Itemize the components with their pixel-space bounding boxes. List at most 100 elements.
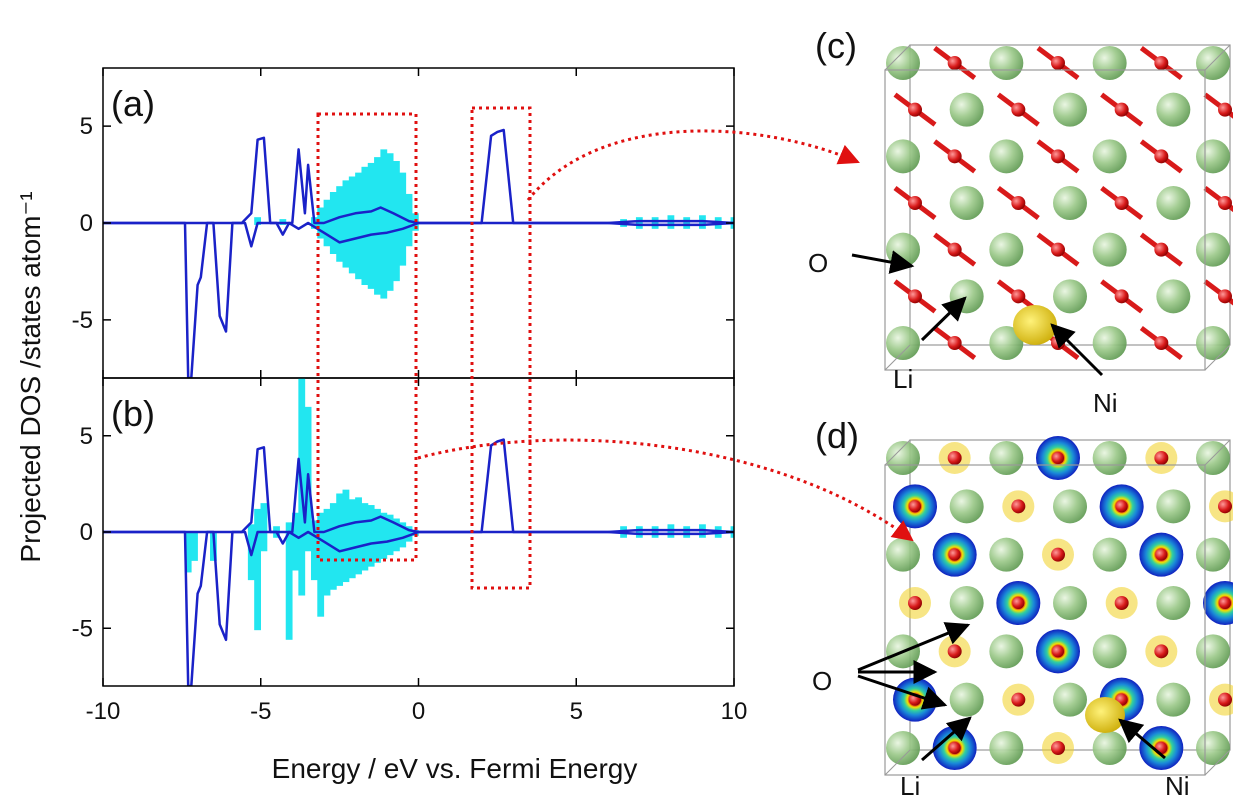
dos-bar	[393, 161, 400, 223]
o-atom	[1011, 102, 1026, 117]
o-atom	[1052, 645, 1064, 658]
li-atom	[886, 537, 920, 572]
li-atom	[989, 326, 1024, 360]
o-atom	[1051, 336, 1065, 350]
li-atom	[989, 634, 1024, 669]
o-atom	[1154, 451, 1169, 465]
dos-bar	[260, 532, 268, 552]
dos-bar	[254, 217, 261, 223]
li-atom	[1196, 46, 1230, 80]
dos-bar	[342, 532, 350, 583]
pointer	[851, 250, 915, 274]
o-atom	[1052, 452, 1064, 464]
li-atom	[886, 326, 920, 360]
dos-bar	[254, 508, 261, 532]
dos-bar	[254, 532, 261, 631]
dos-bar	[714, 532, 722, 538]
li-atom	[1156, 186, 1191, 220]
dos-bar	[292, 512, 299, 532]
o-atom	[947, 149, 962, 164]
li-atom	[949, 92, 984, 127]
o-atom	[1114, 102, 1129, 117]
panel-label: (c)	[815, 25, 857, 66]
dos-bar	[310, 532, 318, 581]
dos-bar	[304, 406, 312, 532]
dos-bar	[405, 532, 413, 542]
dos-bar	[380, 223, 388, 299]
cell-edge	[1204, 344, 1231, 371]
dos-bar	[279, 219, 287, 223]
o-atom	[1218, 102, 1232, 117]
atom-label: O	[808, 248, 828, 278]
panel-label: (a)	[111, 83, 155, 124]
dos-bar	[323, 199, 331, 223]
li-atom	[1156, 92, 1191, 127]
pointer	[921, 716, 972, 762]
o-atom	[1218, 499, 1232, 514]
li-atom	[1092, 139, 1127, 174]
pointer	[857, 622, 971, 672]
dos-bar	[292, 532, 299, 571]
panel-label: (b)	[111, 393, 155, 434]
o-atom	[1011, 196, 1026, 210]
dos-bar	[336, 493, 344, 532]
atom-label: Li	[900, 771, 920, 800]
pointer	[857, 674, 948, 710]
li-atom	[989, 46, 1024, 80]
dos-bar	[380, 512, 388, 532]
dos-line	[103, 221, 734, 378]
cell-edge	[1204, 44, 1231, 71]
dos-bar	[247, 524, 255, 532]
dos-bar	[355, 223, 362, 280]
dos-bar	[317, 207, 325, 223]
cell-edge	[1204, 439, 1231, 466]
dos-bar	[380, 532, 388, 559]
o-atom	[947, 644, 962, 659]
dos-bar	[317, 532, 325, 617]
cell-edge	[884, 344, 911, 371]
dos-bar	[620, 526, 627, 532]
dos-bar	[361, 166, 369, 223]
li-atom	[1092, 537, 1127, 572]
o-atom	[1218, 692, 1232, 707]
atom-label: Ni	[1093, 388, 1118, 418]
dos-bar	[191, 532, 198, 561]
o-atom	[1114, 596, 1129, 610]
dos-bar	[380, 149, 388, 223]
li-atom	[989, 731, 1024, 765]
dos-bar	[260, 503, 268, 532]
li-atom	[949, 682, 984, 717]
dos-bar	[323, 508, 331, 532]
dos-bar	[348, 499, 356, 532]
dos-bar	[304, 532, 312, 552]
dos-bar	[367, 505, 375, 532]
dos-bar	[730, 217, 734, 223]
plot-area	[103, 128, 734, 378]
li-atom	[1053, 186, 1087, 220]
li-atom	[1092, 634, 1127, 669]
dos-bar	[399, 223, 407, 266]
o-atom	[909, 500, 921, 513]
li-atom	[886, 441, 920, 475]
dos-bar	[714, 217, 722, 223]
li-atom	[1156, 586, 1191, 620]
o-atom	[1218, 196, 1232, 210]
y-tick-label: 0	[80, 210, 93, 237]
li-atom	[1156, 279, 1191, 314]
o-atom	[1051, 547, 1065, 562]
dos-bar	[386, 514, 394, 532]
o-atom	[1114, 196, 1129, 210]
crystal	[884, 44, 1233, 371]
plots: -505(a)Projected DOS /states atom⁻¹-505-…	[15, 67, 748, 784]
dos-bar	[667, 524, 675, 532]
cell-edge	[1204, 749, 1231, 776]
li-atom	[1196, 634, 1230, 669]
dos-bar	[714, 526, 722, 532]
panel-label: (d)	[815, 415, 859, 456]
dos-bar	[361, 223, 369, 285]
x-tick-label: 10	[721, 698, 748, 725]
o-atom	[947, 242, 962, 257]
li-atom	[886, 139, 920, 174]
dos-bar	[367, 532, 375, 567]
dos-bar	[329, 192, 337, 223]
